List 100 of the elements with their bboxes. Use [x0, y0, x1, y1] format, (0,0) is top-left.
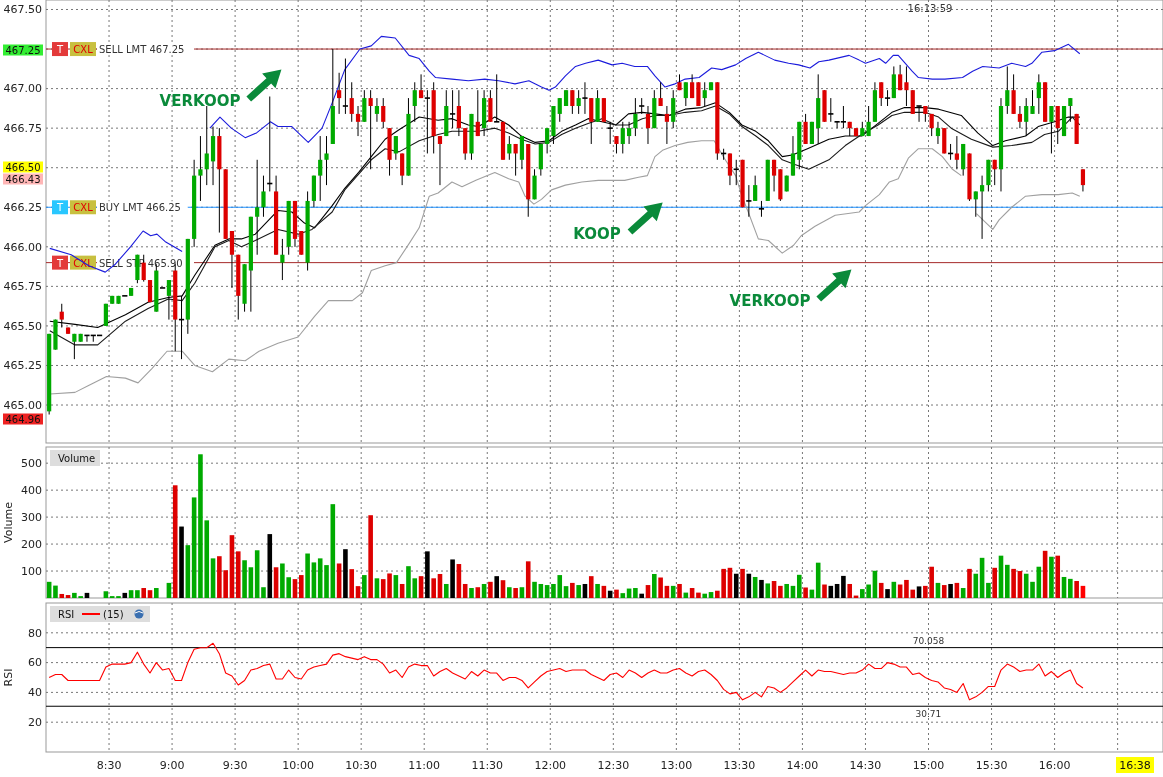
bar	[828, 585, 834, 598]
candlestick	[362, 89, 367, 123]
bar	[803, 587, 808, 598]
bar	[784, 583, 789, 598]
bar	[740, 568, 745, 598]
x-tick-label: 12:30	[597, 759, 630, 772]
bar	[513, 588, 518, 598]
x-tick-label: 8:30	[96, 759, 122, 772]
x-tick-label: 14:00	[786, 759, 819, 772]
bar	[494, 576, 500, 598]
candlestick	[318, 135, 323, 202]
candlestick	[973, 190, 978, 218]
x-tick-label: 11:00	[408, 759, 441, 772]
candlestick	[620, 121, 625, 154]
bar	[765, 583, 771, 598]
bar	[652, 574, 657, 598]
candlestick	[891, 65, 896, 99]
candlestick	[866, 105, 871, 137]
text: Volume	[58, 453, 96, 464]
bar	[633, 588, 638, 598]
candlestick	[374, 97, 380, 123]
candlestick	[532, 168, 537, 200]
bar	[677, 583, 682, 598]
bar	[443, 583, 449, 598]
x-tick-label: 9:00	[159, 759, 185, 772]
ref-line-label: 30.71	[915, 709, 942, 720]
text: 464.96	[5, 413, 41, 425]
candlestick	[771, 159, 777, 192]
candlestick	[229, 230, 235, 289]
y-tick-label: 400	[21, 483, 42, 497]
y-tick-label: 40	[28, 686, 42, 700]
order-button: CXL	[70, 200, 96, 215]
y-tick-label: 466.00	[3, 240, 42, 254]
candlestick	[1011, 73, 1016, 115]
order-button: T	[52, 200, 68, 215]
candlestick	[324, 135, 329, 186]
bar	[1074, 581, 1079, 598]
ref-line-label: BUY LMT 466.25	[99, 202, 181, 214]
x-tick-label: 15:30	[975, 759, 1008, 772]
candlestick	[1017, 105, 1023, 129]
bar	[948, 583, 953, 598]
candlestick	[349, 81, 354, 123]
bar	[242, 560, 247, 598]
bar	[588, 576, 594, 598]
bar	[53, 585, 58, 598]
candlestick	[1080, 168, 1086, 192]
bar	[368, 515, 373, 598]
y-tick-label: 100	[21, 564, 42, 578]
candlestick	[935, 121, 941, 145]
candlestick	[255, 159, 260, 256]
candlestick	[879, 81, 884, 107]
candlestick	[355, 105, 361, 137]
bar	[941, 585, 947, 598]
bar	[349, 569, 355, 598]
candlestick	[696, 81, 701, 107]
x-tick-label: 16:00	[1038, 759, 1071, 772]
text: 16:38	[1119, 759, 1151, 772]
x-tick-label: 15:00	[912, 759, 945, 772]
annotation: 16:13:59	[907, 3, 953, 14]
bar	[992, 567, 997, 598]
y-tick-label: 20	[28, 716, 42, 730]
bar	[431, 578, 436, 598]
bar	[59, 593, 65, 598]
candlestick	[280, 238, 285, 281]
bar	[305, 553, 310, 598]
ref-line-label: 70.058	[912, 635, 945, 646]
bar	[525, 561, 531, 598]
y-tick-label: 466.75	[3, 122, 42, 135]
bar	[299, 575, 304, 598]
x-tick-label: 13:00	[660, 759, 693, 772]
candlestick	[954, 135, 959, 170]
ref-line-label: SELL LMT 467.25	[99, 44, 185, 56]
y-tick-label: 465.75	[3, 280, 42, 294]
bar	[702, 593, 708, 598]
candlestick	[507, 135, 512, 161]
bar	[1005, 564, 1010, 598]
bar	[1011, 568, 1016, 598]
y-tick-label: 465.00	[3, 398, 42, 412]
x-tick-label: 10:00	[282, 759, 314, 772]
bar	[847, 583, 853, 598]
candlestick	[204, 105, 209, 186]
order-button: T	[52, 42, 68, 57]
y-tick-label: 465.25	[3, 359, 42, 373]
bar	[822, 584, 827, 598]
candlestick	[753, 175, 758, 202]
candlestick	[400, 152, 405, 186]
y-tick-label: 467.50	[3, 3, 42, 17]
candlestick	[645, 105, 651, 145]
bar	[696, 592, 701, 598]
y-tick-label: 80	[28, 626, 42, 640]
candlestick	[557, 97, 562, 123]
x-tick-label: 10:30	[345, 759, 378, 772]
candlestick	[519, 135, 525, 170]
annotation: VERKOOP	[159, 92, 241, 111]
candlestick	[790, 135, 796, 177]
bar	[759, 579, 764, 598]
x-tick-label: 14:30	[849, 759, 882, 772]
y-tick-label: 465.50	[3, 319, 42, 333]
candlestick	[992, 159, 997, 186]
x-tick-label: 11:30	[471, 759, 504, 772]
